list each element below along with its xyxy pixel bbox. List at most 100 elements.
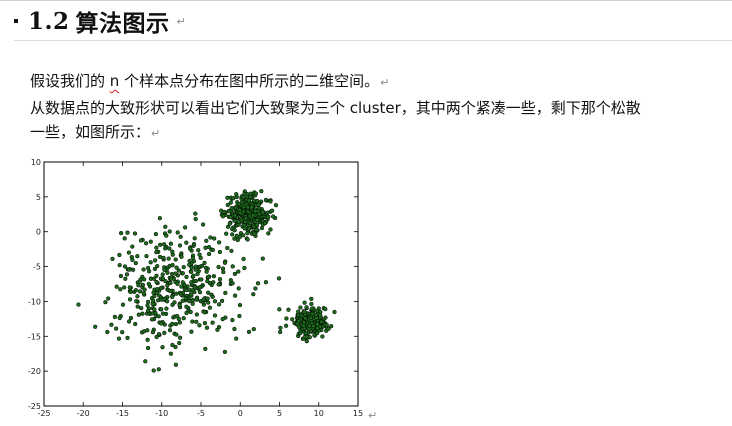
data-point-cluster-1 — [154, 279, 159, 285]
data-point-cluster-1 — [150, 301, 155, 306]
data-point-cluster-2 — [234, 192, 239, 197]
data-point-cluster-1 — [125, 230, 130, 235]
data-point-cluster-2 — [228, 214, 233, 220]
data-point-cluster-3 — [309, 301, 314, 307]
data-point-cluster-1 — [140, 311, 145, 316]
data-point-cluster-1 — [176, 268, 181, 273]
axis-ticks: -25 -20 -15 -10 -5 0 5 10 15 10 5 0 -5 -10 -15 -20 -25 — [28, 158, 363, 418]
data-point-cluster-1 — [189, 280, 194, 285]
data-point-cluster-1 — [156, 314, 161, 319]
data-point-cluster-1 — [123, 276, 128, 281]
section-heading: 1.2 算法图示 ↵ — [14, 4, 186, 38]
data-point-cluster-2 — [222, 209, 227, 215]
data-point-cluster-1 — [223, 290, 228, 296]
data-point-cluster-1 — [154, 245, 159, 250]
data-point-cluster-1 — [217, 277, 223, 282]
data-point-cluster-1 — [146, 281, 151, 287]
data-point-cluster-1 — [136, 312, 141, 317]
data-point-cluster-1 — [216, 324, 222, 330]
data-point-cluster-2 — [248, 194, 253, 200]
data-point-cluster-1 — [141, 267, 146, 272]
data-point-cluster-2 — [252, 231, 257, 236]
data-point-cluster-1 — [180, 298, 185, 303]
data-point-cluster-1 — [135, 294, 140, 299]
data-point-cluster-1 — [150, 330, 156, 335]
data-point-cluster-2 — [247, 220, 253, 226]
data-point-cluster-1 — [93, 324, 98, 329]
data-point-cluster-1 — [189, 265, 194, 270]
data-point-cluster-1 — [157, 254, 163, 260]
data-point-cluster-1 — [202, 260, 207, 266]
data-point-cluster-1 — [127, 267, 132, 272]
paragraph-mark-icon: ↵ — [380, 76, 390, 89]
data-point-cluster-1 — [160, 345, 165, 350]
data-point-cluster-1 — [145, 299, 151, 305]
data-point-cluster-1 — [133, 288, 139, 293]
paragraph-mark-icon: ↵ — [176, 14, 187, 28]
data-point-cluster-1 — [120, 302, 126, 307]
data-point-cluster-2 — [266, 231, 271, 236]
data-point-cluster-1 — [167, 229, 172, 234]
data-point-cluster-3 — [304, 339, 309, 344]
data-point-cluster-1 — [166, 256, 171, 261]
data-point-cluster-1 — [117, 262, 122, 268]
scatter-figure: -25 -20 -15 -10 -5 0 5 10 15 10 5 0 -5 -10 -15 -20 -25 — [28, 156, 378, 418]
data-point-cluster-2 — [228, 200, 233, 205]
data-point-cluster-2 — [225, 202, 230, 208]
data-point-cluster-1 — [173, 257, 178, 262]
data-point-cluster-1 — [157, 216, 163, 221]
data-point-cluster-1 — [153, 310, 158, 316]
data-point-cluster-1 — [174, 332, 179, 337]
data-point-cluster-3 — [314, 331, 320, 336]
data-point-cluster-1 — [136, 283, 141, 288]
y-tick-label: -25 — [28, 402, 41, 411]
data-point-cluster-1 — [130, 244, 135, 249]
data-point-cluster-2 — [260, 210, 265, 215]
data-point-cluster-1 — [194, 312, 200, 317]
data-point-cluster-1 — [212, 313, 218, 318]
data-point-cluster-1 — [251, 326, 256, 332]
data-point-cluster-1 — [205, 296, 210, 301]
data-point-cluster-1 — [163, 311, 169, 317]
data-point-cluster-2 — [236, 201, 242, 207]
data-point-cluster-1 — [181, 316, 186, 321]
data-point-cluster-1 — [230, 264, 235, 269]
data-point-cluster-1 — [206, 290, 211, 295]
data-point-cluster-1 — [145, 265, 151, 271]
data-point-cluster-2 — [238, 210, 243, 216]
data-point-cluster-1 — [177, 335, 183, 340]
data-point-cluster-1 — [133, 260, 138, 266]
data-point-cluster-1 — [148, 239, 153, 244]
data-point-cluster-1 — [170, 249, 175, 254]
data-point-cluster-1 — [120, 330, 125, 335]
data-point-cluster-1 — [125, 335, 130, 341]
data-point-cluster-1 — [105, 329, 110, 335]
data-point-cluster-2 — [241, 194, 246, 200]
data-point-cluster-1 — [175, 313, 180, 319]
data-point-cluster-1 — [163, 224, 168, 229]
data-point-cluster-1 — [155, 286, 160, 292]
data-point-cluster-1 — [158, 285, 164, 291]
data-point-cluster-3 — [324, 322, 329, 328]
data-point-cluster-1 — [206, 274, 211, 279]
data-point-cluster-3 — [318, 313, 323, 318]
data-point-cluster-1 — [184, 287, 189, 293]
data-point-cluster-1 — [198, 255, 203, 261]
data-point-cluster-1 — [109, 322, 114, 327]
data-point-cluster-1 — [278, 325, 283, 331]
data-point-cluster-1 — [159, 307, 164, 312]
data-point-cluster-1 — [241, 256, 246, 262]
data-point-cluster-1 — [143, 359, 148, 364]
data-point-cluster-1 — [199, 277, 204, 282]
data-point-cluster-2 — [253, 209, 258, 214]
data-point-cluster-1 — [203, 245, 208, 250]
x-tick-label: -15 — [116, 409, 129, 418]
data-point-cluster-1 — [206, 300, 211, 305]
x-tick-label: 15 — [353, 409, 363, 418]
data-point-cluster-1 — [200, 222, 206, 227]
data-point-cluster-1 — [203, 265, 209, 270]
data-point-cluster-1 — [251, 292, 256, 297]
data-point-cluster-1 — [184, 240, 189, 245]
data-point-cluster-1 — [151, 368, 156, 373]
data-point-cluster-3 — [313, 312, 319, 318]
